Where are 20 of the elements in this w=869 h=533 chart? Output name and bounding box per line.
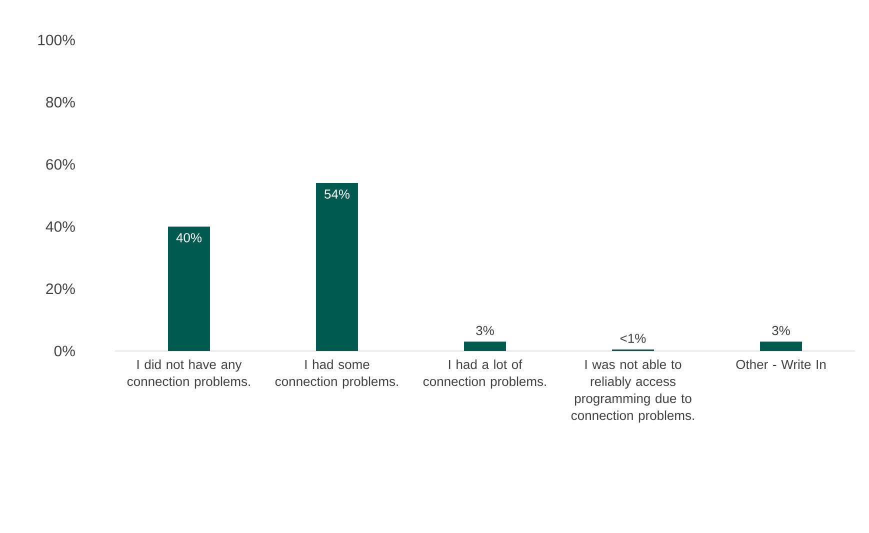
x-tick-label: I was not able to reliably access programming due to connection problems. xyxy=(571,360,694,423)
y-tick-label: 60% xyxy=(46,159,75,170)
bar xyxy=(316,183,358,351)
data-label: 3% xyxy=(476,326,494,336)
bar xyxy=(464,342,506,351)
y-tick-label: 20% xyxy=(46,283,75,294)
x-tick-label: I had a lot of connection problems. xyxy=(423,360,546,389)
y-tick-label: 0% xyxy=(54,346,75,356)
bar xyxy=(760,342,802,351)
x-tick-label: I did not have any connection problems. xyxy=(127,360,250,389)
data-label: 54% xyxy=(324,190,350,199)
x-tick-label: Other - Write In xyxy=(736,360,826,370)
data-label: <1% xyxy=(620,334,646,343)
y-tick-label: 100% xyxy=(38,34,75,46)
y-tick-label: 40% xyxy=(46,221,75,232)
y-tick-label: 80% xyxy=(46,96,75,108)
x-tick-label: I had some connection problems. xyxy=(275,360,398,389)
data-label: 3% xyxy=(772,326,790,336)
data-label: 40% xyxy=(176,233,202,242)
bar xyxy=(168,226,210,351)
